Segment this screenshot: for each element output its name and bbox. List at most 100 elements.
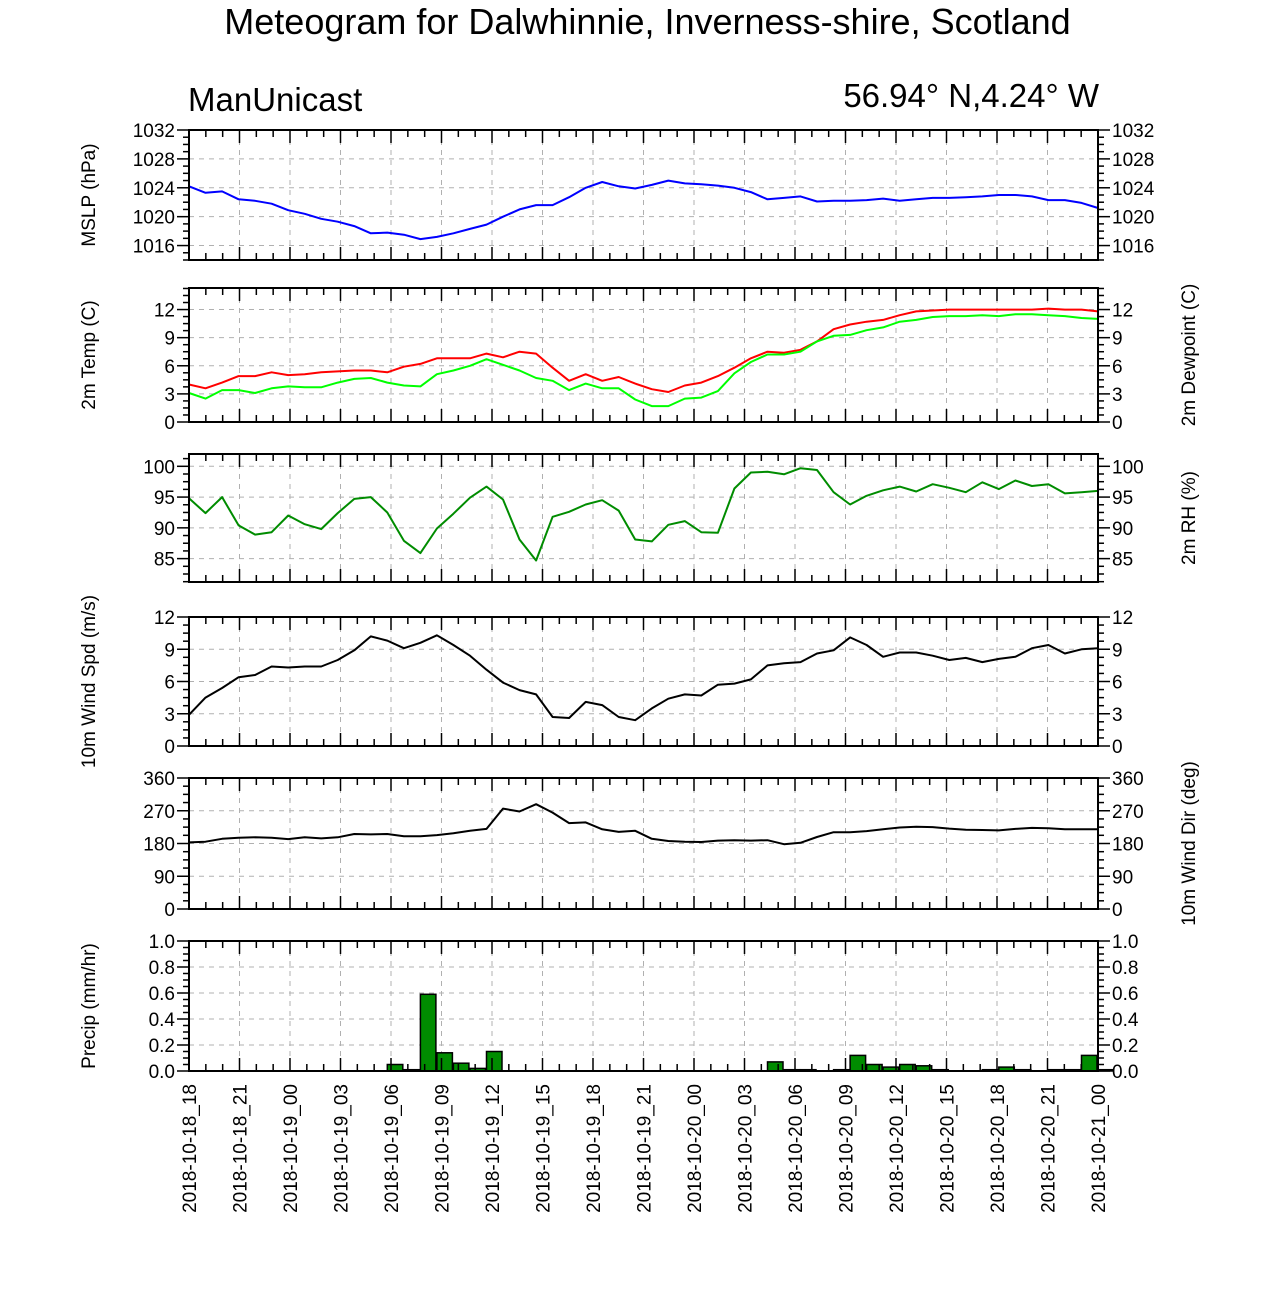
y-tick-label-right: 180 xyxy=(1112,835,1144,856)
y-tick-label-left: 85 xyxy=(154,550,175,571)
y-tick-label-right: 90 xyxy=(1112,867,1133,888)
y-tick-label-left: 0.2 xyxy=(149,1036,175,1057)
y-tick-label-left: 0.8 xyxy=(149,958,175,979)
y-tick-label-right: 0 xyxy=(1112,900,1123,921)
y-tick-label-right: 0.0 xyxy=(1112,1062,1138,1083)
series-line-1 xyxy=(188,634,1099,722)
y-tick-label-right: 9 xyxy=(1112,640,1123,661)
y-tick-label-left: 270 xyxy=(143,802,175,823)
y-tick-label-left: 360 xyxy=(143,769,175,790)
y-tick-label-right: 12 xyxy=(1112,301,1133,322)
y-tick-label-left: 6 xyxy=(164,673,175,694)
y-axis-title-right: 2m Dewpoint (C) xyxy=(1179,284,1200,427)
y-tick-label-left: 3 xyxy=(164,705,175,726)
y-tick-label-right: 360 xyxy=(1112,769,1144,790)
y-tick-label-left: 1016 xyxy=(133,237,175,258)
y-tick-label-right: 270 xyxy=(1112,802,1144,823)
y-tick-label-right: 0.8 xyxy=(1112,958,1138,979)
y-tick-label-left: 0 xyxy=(164,737,175,758)
time-tick-label: 2018-10-20_09 xyxy=(837,1084,858,1213)
y-tick-label-left: 0 xyxy=(164,413,175,434)
time-tick-label: 2018-10-20_18 xyxy=(988,1084,1009,1213)
time-tick-label: 2018-10-20_00 xyxy=(685,1084,706,1213)
y-tick-label-left: 1.0 xyxy=(149,932,175,953)
y-tick-label-right: 0.2 xyxy=(1112,1036,1138,1057)
y-tick-label-right: 1028 xyxy=(1112,150,1154,171)
y-tick-label-left: 9 xyxy=(164,329,175,350)
precip-bar xyxy=(1080,1054,1098,1072)
time-tick-label: 2018-10-20_12 xyxy=(887,1084,908,1213)
y-tick-label-left: 90 xyxy=(154,519,175,540)
y-tick-label-right: 95 xyxy=(1112,488,1133,509)
y-tick-label-left: 3 xyxy=(164,385,175,406)
y-tick-label-left: 1028 xyxy=(133,150,175,171)
y-tick-label-right: 12 xyxy=(1112,608,1133,629)
y-axis-title-left: MSLP (hPa) xyxy=(79,143,100,246)
precip-bar xyxy=(452,1062,470,1072)
y-tick-label-right: 85 xyxy=(1112,550,1133,571)
time-tick-label: 2018-10-18_21 xyxy=(231,1084,252,1213)
y-tick-label-left: 90 xyxy=(154,867,175,888)
time-tick-label: 2018-10-20_15 xyxy=(938,1084,959,1213)
y-axis-title-right: 2m RH (%) xyxy=(1179,471,1200,565)
y-tick-label-left: 12 xyxy=(154,608,175,629)
y-axis-title-left: 2m Temp (C) xyxy=(79,300,100,409)
y-tick-label-right: 1020 xyxy=(1112,208,1154,229)
y-axis-title-right: 10m Wind Dir (deg) xyxy=(1179,761,1200,926)
y-tick-label-left: 0.6 xyxy=(149,984,175,1005)
y-tick-label-right: 6 xyxy=(1112,673,1123,694)
y-tick-label-right: 1024 xyxy=(1112,179,1155,200)
y-tick-label-right: 0.6 xyxy=(1112,984,1138,1005)
time-tick-label: 2018-10-20_21 xyxy=(1039,1084,1060,1213)
y-tick-label-right: 100 xyxy=(1112,457,1144,478)
location-coordinates: 56.94° N,4.24° W xyxy=(843,77,1099,114)
y-axis-title-left: Precip (mm/hr) xyxy=(79,943,100,1069)
series-line-1 xyxy=(188,307,1099,393)
series-line-1 xyxy=(188,803,1098,846)
time-tick-label: 2018-10-19_09 xyxy=(433,1084,454,1213)
y-tick-label-right: 3 xyxy=(1112,705,1123,726)
series-line-1 xyxy=(188,179,1099,241)
y-tick-label-right: 9 xyxy=(1112,329,1123,350)
chart-title: Meteogram for Dalwhinnie, Inverness-shir… xyxy=(224,1,1071,42)
y-tick-label-left: 100 xyxy=(143,457,175,478)
time-tick-label: 2018-10-19_12 xyxy=(483,1084,504,1213)
y-tick-label-left: 1020 xyxy=(133,208,175,229)
y-axis-title-left: 10m Wind Spd (m/s) xyxy=(79,595,100,768)
y-tick-label-left: 12 xyxy=(154,301,175,322)
y-tick-label-right: 0.4 xyxy=(1112,1010,1139,1031)
y-tick-label-left: 95 xyxy=(154,488,175,509)
series-line-1 xyxy=(188,467,1099,562)
y-tick-label-left: 6 xyxy=(164,357,175,378)
series-line-2 xyxy=(188,313,1099,408)
time-tick-label: 2018-10-20_03 xyxy=(736,1084,757,1213)
y-tick-label-left: 1032 xyxy=(133,121,175,142)
precip-bar xyxy=(436,1052,454,1072)
precip-bar xyxy=(849,1054,867,1072)
y-tick-label-right: 1.0 xyxy=(1112,932,1138,953)
precip-bar xyxy=(485,1050,503,1072)
y-tick-label-left: 180 xyxy=(143,835,175,856)
precip-bar xyxy=(766,1061,784,1072)
time-tick-label: 2018-10-19_03 xyxy=(332,1084,353,1213)
y-tick-label-right: 0 xyxy=(1112,413,1123,434)
time-tick-label: 2018-10-19_06 xyxy=(382,1084,403,1213)
model-label: ManUnicast xyxy=(188,81,363,118)
time-tick-label: 2018-10-21_00 xyxy=(1089,1084,1110,1213)
y-tick-label-left: 0.0 xyxy=(149,1062,175,1083)
y-tick-label-right: 1032 xyxy=(1112,121,1154,142)
y-tick-label-right: 0 xyxy=(1112,737,1123,758)
time-tick-label: 2018-10-18_18 xyxy=(180,1084,201,1213)
y-tick-label-left: 1024 xyxy=(133,179,176,200)
time-tick-label: 2018-10-19_00 xyxy=(281,1084,302,1213)
y-tick-label-right: 6 xyxy=(1112,357,1123,378)
y-tick-label-left: 0 xyxy=(164,900,175,921)
time-tick-label: 2018-10-19_15 xyxy=(534,1084,555,1213)
y-tick-label-right: 1016 xyxy=(1112,237,1154,258)
precip-bar xyxy=(419,993,437,1072)
y-tick-label-right: 90 xyxy=(1112,519,1133,540)
time-tick-label: 2018-10-19_21 xyxy=(635,1084,656,1213)
time-tick-label: 2018-10-19_18 xyxy=(584,1084,605,1213)
y-tick-label-left: 0.4 xyxy=(149,1010,176,1031)
